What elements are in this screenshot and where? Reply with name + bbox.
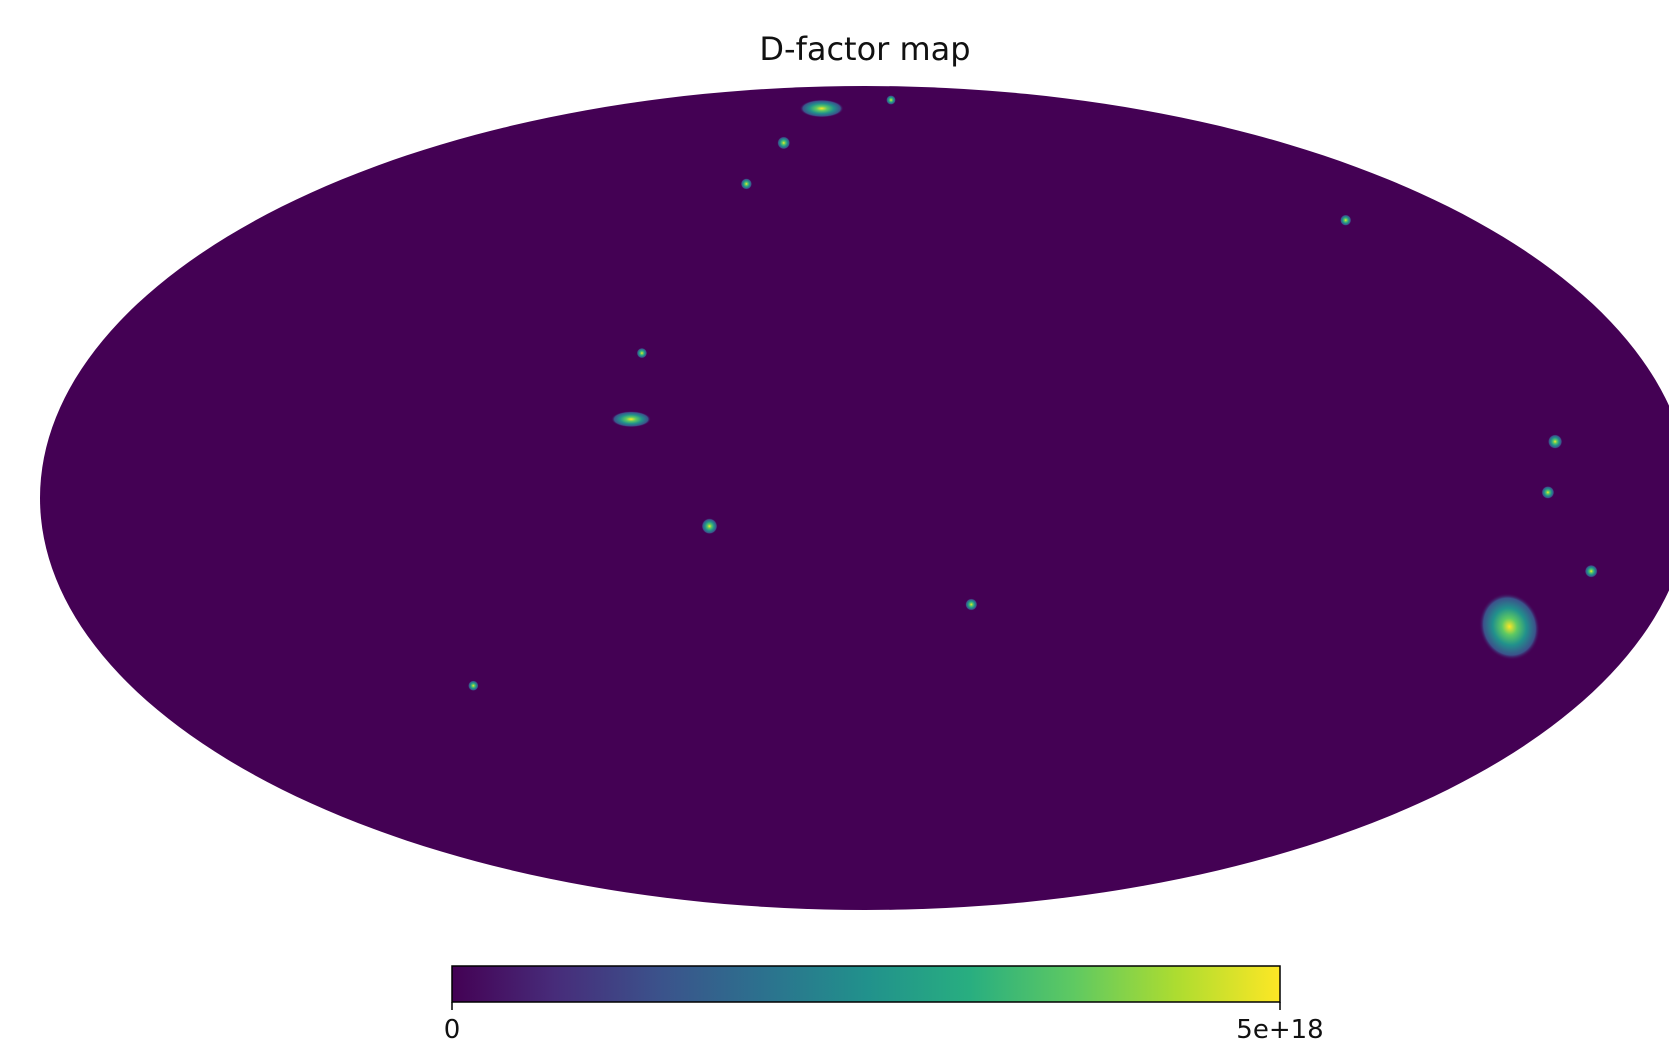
dwarf-galaxy-source (1479, 593, 1540, 661)
chart-title: D-factor map (759, 30, 971, 68)
sources-layer (468, 95, 1598, 691)
colorbar (451, 965, 1281, 1003)
dwarf-galaxy-source (777, 136, 791, 150)
colorbar-tick-label-max: 5e+18 (1236, 1015, 1324, 1045)
dwarf-galaxy-source (468, 680, 479, 691)
dwarf-galaxy-source (1584, 564, 1598, 578)
dwarf-galaxy-source (799, 99, 844, 118)
sky-map-background (40, 86, 1669, 910)
dwarf-galaxy-source (1340, 214, 1352, 226)
colorbar-tick-label-min: 0 (443, 1015, 461, 1045)
dwarf-galaxy-source (701, 518, 718, 535)
dwarf-galaxy-source (886, 95, 896, 105)
dwarf-galaxy-source (740, 178, 753, 190)
dwarf-galaxy-source (611, 411, 651, 428)
dwarf-galaxy-source (1541, 486, 1555, 499)
dwarf-galaxy-source (965, 598, 978, 611)
dwarf-galaxy-source (1547, 434, 1563, 449)
dwarf-galaxy-source (636, 347, 648, 359)
